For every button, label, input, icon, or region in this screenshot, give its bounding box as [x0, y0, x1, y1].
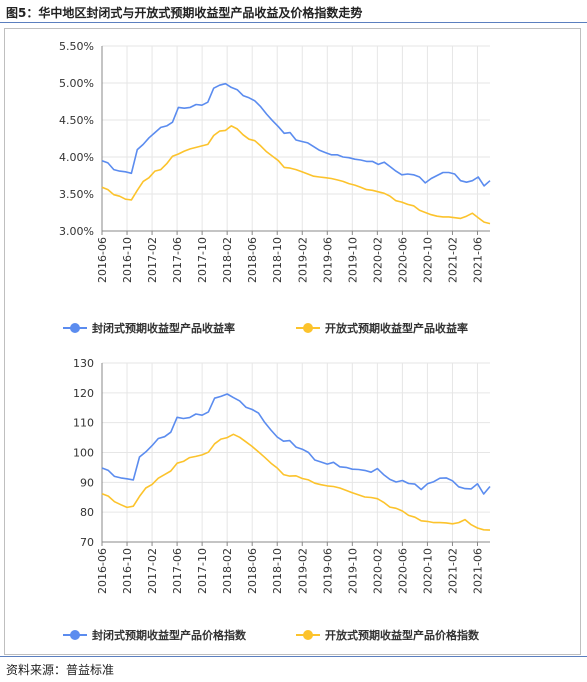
legend-marker-icon — [70, 323, 80, 333]
x-tick-label: 2018-10 — [271, 237, 284, 283]
legend-item-closed[interactable]: 封闭式预期收益型产品收益率 — [63, 321, 235, 335]
legend-label: 封闭式预期收益型产品收益率 — [92, 321, 235, 335]
y-tick-label: 80 — [80, 506, 94, 519]
x-tick-label: 2016-10 — [121, 237, 134, 283]
x-tick-label: 2018-02 — [221, 237, 234, 283]
legend-marker-icon — [303, 630, 313, 640]
y-tick-label: 5.50% — [59, 40, 94, 53]
x-tick-label: 2020-02 — [371, 237, 384, 283]
y-tick-label: 4.00% — [59, 151, 94, 164]
y-tick-label: 100 — [73, 447, 94, 460]
x-tick-label: 2021-06 — [471, 548, 484, 594]
legend-item-closed[interactable]: 封闭式预期收益型产品价格指数 — [63, 628, 247, 642]
x-tick-label: 2017-10 — [196, 548, 209, 594]
y-tick-label: 4.50% — [59, 114, 94, 127]
figure-title: 图5：华中地区封闭式与开放式预期收益型产品收益及价格指数走势 — [6, 6, 363, 20]
x-tick-label: 2017-02 — [146, 548, 159, 594]
x-tick-label: 2019-10 — [346, 548, 359, 594]
figure-frame — [4, 28, 581, 655]
x-tick-label: 2016-10 — [121, 548, 134, 594]
x-tick-label: 2017-02 — [146, 237, 159, 283]
x-tick-label: 2018-06 — [246, 548, 259, 594]
x-tick-label: 2020-06 — [396, 237, 409, 283]
y-tick-label: 110 — [73, 417, 94, 430]
x-tick-label: 2019-02 — [296, 548, 309, 594]
legend-marker-icon — [303, 323, 313, 333]
source-divider — [0, 656, 587, 657]
title-divider — [0, 22, 587, 23]
x-tick-label: 2019-10 — [346, 237, 359, 283]
x-tick-label: 2018-06 — [246, 237, 259, 283]
source-label: 资料来源：普益标准 — [6, 663, 115, 677]
open-series-line — [101, 125, 491, 225]
x-tick-label: 2016-06 — [96, 237, 109, 283]
x-tick-label: 2021-02 — [446, 548, 459, 594]
y-tick-label: 130 — [73, 357, 94, 370]
legend-label: 开放式预期收益型产品价格指数 — [325, 628, 480, 642]
x-tick-label: 2019-06 — [321, 237, 334, 283]
closed-series-line — [101, 82, 491, 187]
legend-label: 封闭式预期收益型产品价格指数 — [92, 628, 247, 642]
x-tick-label: 2017-06 — [171, 548, 184, 594]
y-tick-label: 90 — [80, 476, 94, 489]
x-tick-label: 2021-06 — [471, 237, 484, 283]
legend-marker-icon — [70, 630, 80, 640]
y-tick-label: 3.50% — [59, 188, 94, 201]
y-tick-label: 120 — [73, 387, 94, 400]
y-tick-label: 3.00% — [59, 225, 94, 238]
x-tick-label: 2019-06 — [321, 548, 334, 594]
x-tick-label: 2019-02 — [296, 237, 309, 283]
x-tick-label: 2020-10 — [421, 548, 434, 594]
legend-item-open[interactable]: 开放式预期收益型产品收益率 — [296, 321, 468, 335]
y-tick-label: 5.00% — [59, 77, 94, 90]
closed-series-line — [101, 393, 491, 495]
legend-item-open[interactable]: 开放式预期收益型产品价格指数 — [296, 628, 480, 642]
x-tick-label: 2020-02 — [371, 548, 384, 594]
legend-label: 开放式预期收益型产品收益率 — [325, 321, 468, 335]
y-tick-label: 70 — [80, 536, 94, 549]
x-tick-label: 2017-10 — [196, 237, 209, 283]
x-tick-label: 2018-02 — [221, 548, 234, 594]
open-series-line — [101, 433, 491, 531]
x-tick-label: 2021-02 — [446, 237, 459, 283]
x-tick-label: 2020-06 — [396, 548, 409, 594]
x-tick-label: 2017-06 — [171, 237, 184, 283]
x-tick-label: 2020-10 — [421, 237, 434, 283]
x-tick-label: 2016-06 — [96, 548, 109, 594]
x-tick-label: 2018-10 — [271, 548, 284, 594]
